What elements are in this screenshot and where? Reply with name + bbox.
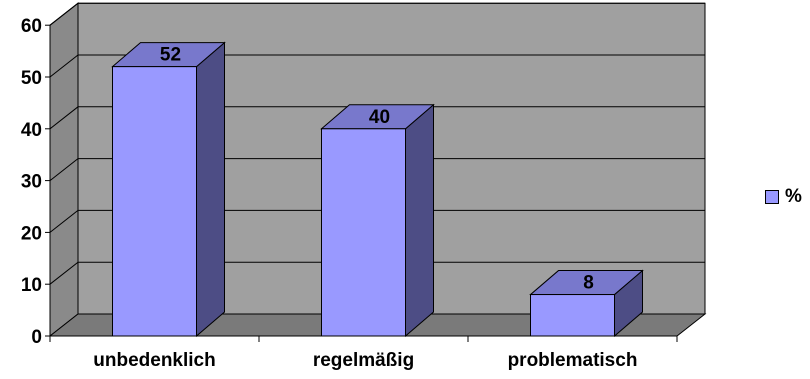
- bar-front: [321, 128, 406, 337]
- y-tick-label: 20: [21, 223, 42, 244]
- gridline: [49, 2, 705, 26]
- gridline: [49, 158, 705, 181]
- bar-side: [405, 103, 434, 338]
- bar: [529, 269, 644, 338]
- legend-swatch: [765, 189, 779, 204]
- y-axis: 0 10 20 30 40 50 60: [21, 16, 51, 348]
- y-tick-label: 30: [21, 172, 42, 193]
- y-tick-label: 50: [21, 68, 42, 89]
- x-tick-label: regelmäßig: [313, 350, 414, 371]
- data-labels: 52 40 8: [160, 45, 594, 294]
- bar-front: [530, 294, 615, 337]
- data-label: 40: [369, 107, 390, 128]
- y-tick-label: 10: [21, 275, 42, 296]
- y-tick-label: 60: [21, 16, 42, 37]
- x-tick-label: unbedenklich: [93, 350, 215, 371]
- data-label: 52: [160, 45, 181, 66]
- bar: [111, 41, 226, 338]
- gridline: [49, 54, 705, 78]
- bar-front: [112, 66, 197, 337]
- bars: [111, 41, 644, 338]
- data-label: 8: [583, 273, 594, 294]
- bar-side: [196, 41, 225, 338]
- legend: %: [765, 187, 802, 206]
- y-tick-label: 40: [21, 120, 42, 141]
- x-axis: unbedenklich regelmäßig problematisch: [49, 335, 678, 371]
- gridlines: [49, 2, 705, 285]
- legend-series-name: %: [785, 186, 802, 207]
- gridline: [49, 209, 705, 233]
- y-tick-label: 0: [31, 327, 42, 348]
- gridline: [49, 261, 705, 285]
- x-tick-label: problematisch: [508, 350, 638, 371]
- gridline: [49, 106, 705, 130]
- bar: [320, 103, 435, 338]
